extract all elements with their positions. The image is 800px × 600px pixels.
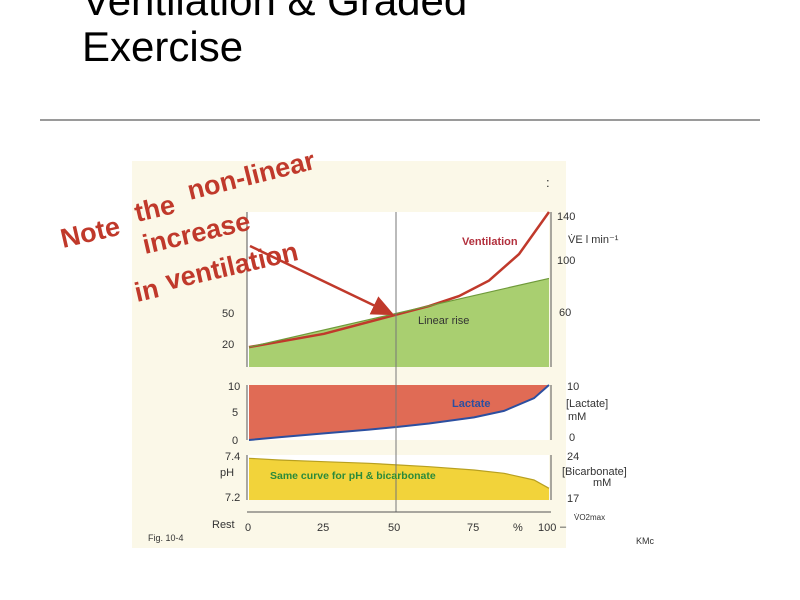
linear-rise-area: [249, 278, 549, 367]
ph-left-label: pH: [220, 467, 234, 479]
x-tick-25: 25: [317, 522, 329, 534]
lactate-right-tick-0: 0: [569, 432, 575, 444]
figure-number: Fig. 10-4: [148, 533, 184, 543]
lactate-left-tick-10: 10: [228, 381, 240, 393]
vo2max-label: V̇O2max: [574, 513, 605, 522]
lactate-right-tick-10: 10: [567, 381, 579, 393]
vent-ylabel: V̇E l min⁻¹: [568, 233, 619, 246]
slide-title-line2: Exercise: [82, 23, 244, 70]
vent-right-tick-140: 140: [557, 211, 575, 223]
annotation-word-the: the: [132, 190, 178, 228]
ph-right-tick-24: 24: [567, 451, 579, 463]
figure-credit: KMc: [636, 536, 655, 546]
linear-rise-line: [248, 277, 550, 348]
x-rest-label: Rest: [212, 519, 235, 531]
lactate-left-tick-5: 5: [232, 407, 238, 419]
ph-right-tick-17: 17: [567, 493, 579, 505]
linear-rise-label: Linear rise: [418, 315, 469, 327]
x-tick-75: 75: [467, 522, 479, 534]
annotation-arrow: [249, 244, 395, 316]
ph-bicarbonate-area: [249, 458, 549, 500]
x-dash-mark: –: [560, 521, 567, 533]
vent-right-tick-100: 100: [557, 255, 575, 267]
vent-left-tick-50: 50: [222, 308, 234, 320]
ph-bicarbonate-curve: [248, 457, 550, 489]
title-divider: [40, 119, 760, 121]
ventilation-series-label: Ventilation: [462, 236, 518, 248]
slide-title-line1: Ventilation & Graded: [82, 0, 468, 24]
lactate-curve: [248, 384, 550, 441]
bicarbonate-ylabel: [Bicarbonate] mM: [562, 466, 630, 489]
colon-mark: :: [546, 175, 550, 190]
ventilation-curve: [248, 211, 551, 349]
ph-left-tick-7-4: 7.4: [225, 451, 240, 463]
lactate-area: [249, 385, 549, 440]
x-tick-0: 0: [245, 522, 251, 534]
lactate-series-label: Lactate: [452, 398, 491, 410]
slide-title: Ventilation & Graded Exercise: [82, 0, 467, 70]
ph-left-tick-7-2: 7.2: [225, 492, 240, 504]
annotation-word-note: Note: [58, 211, 123, 254]
annotation-word-nonlinear: non-linear: [184, 145, 318, 206]
lactate-ylabel: [Lactate] mM: [566, 398, 611, 423]
x-unit-label: %: [513, 522, 523, 534]
x-tick-100: 100: [538, 522, 556, 534]
ph-series-label: Same curve for pH & bicarbonate: [270, 470, 436, 482]
x-tick-50: 50: [388, 522, 400, 534]
vent-right-tick-60: 60: [559, 307, 571, 319]
lactate-left-tick-0: 0: [232, 435, 238, 447]
annotation-word-in: in: [132, 273, 162, 308]
vent-left-tick-20: 20: [222, 339, 234, 351]
